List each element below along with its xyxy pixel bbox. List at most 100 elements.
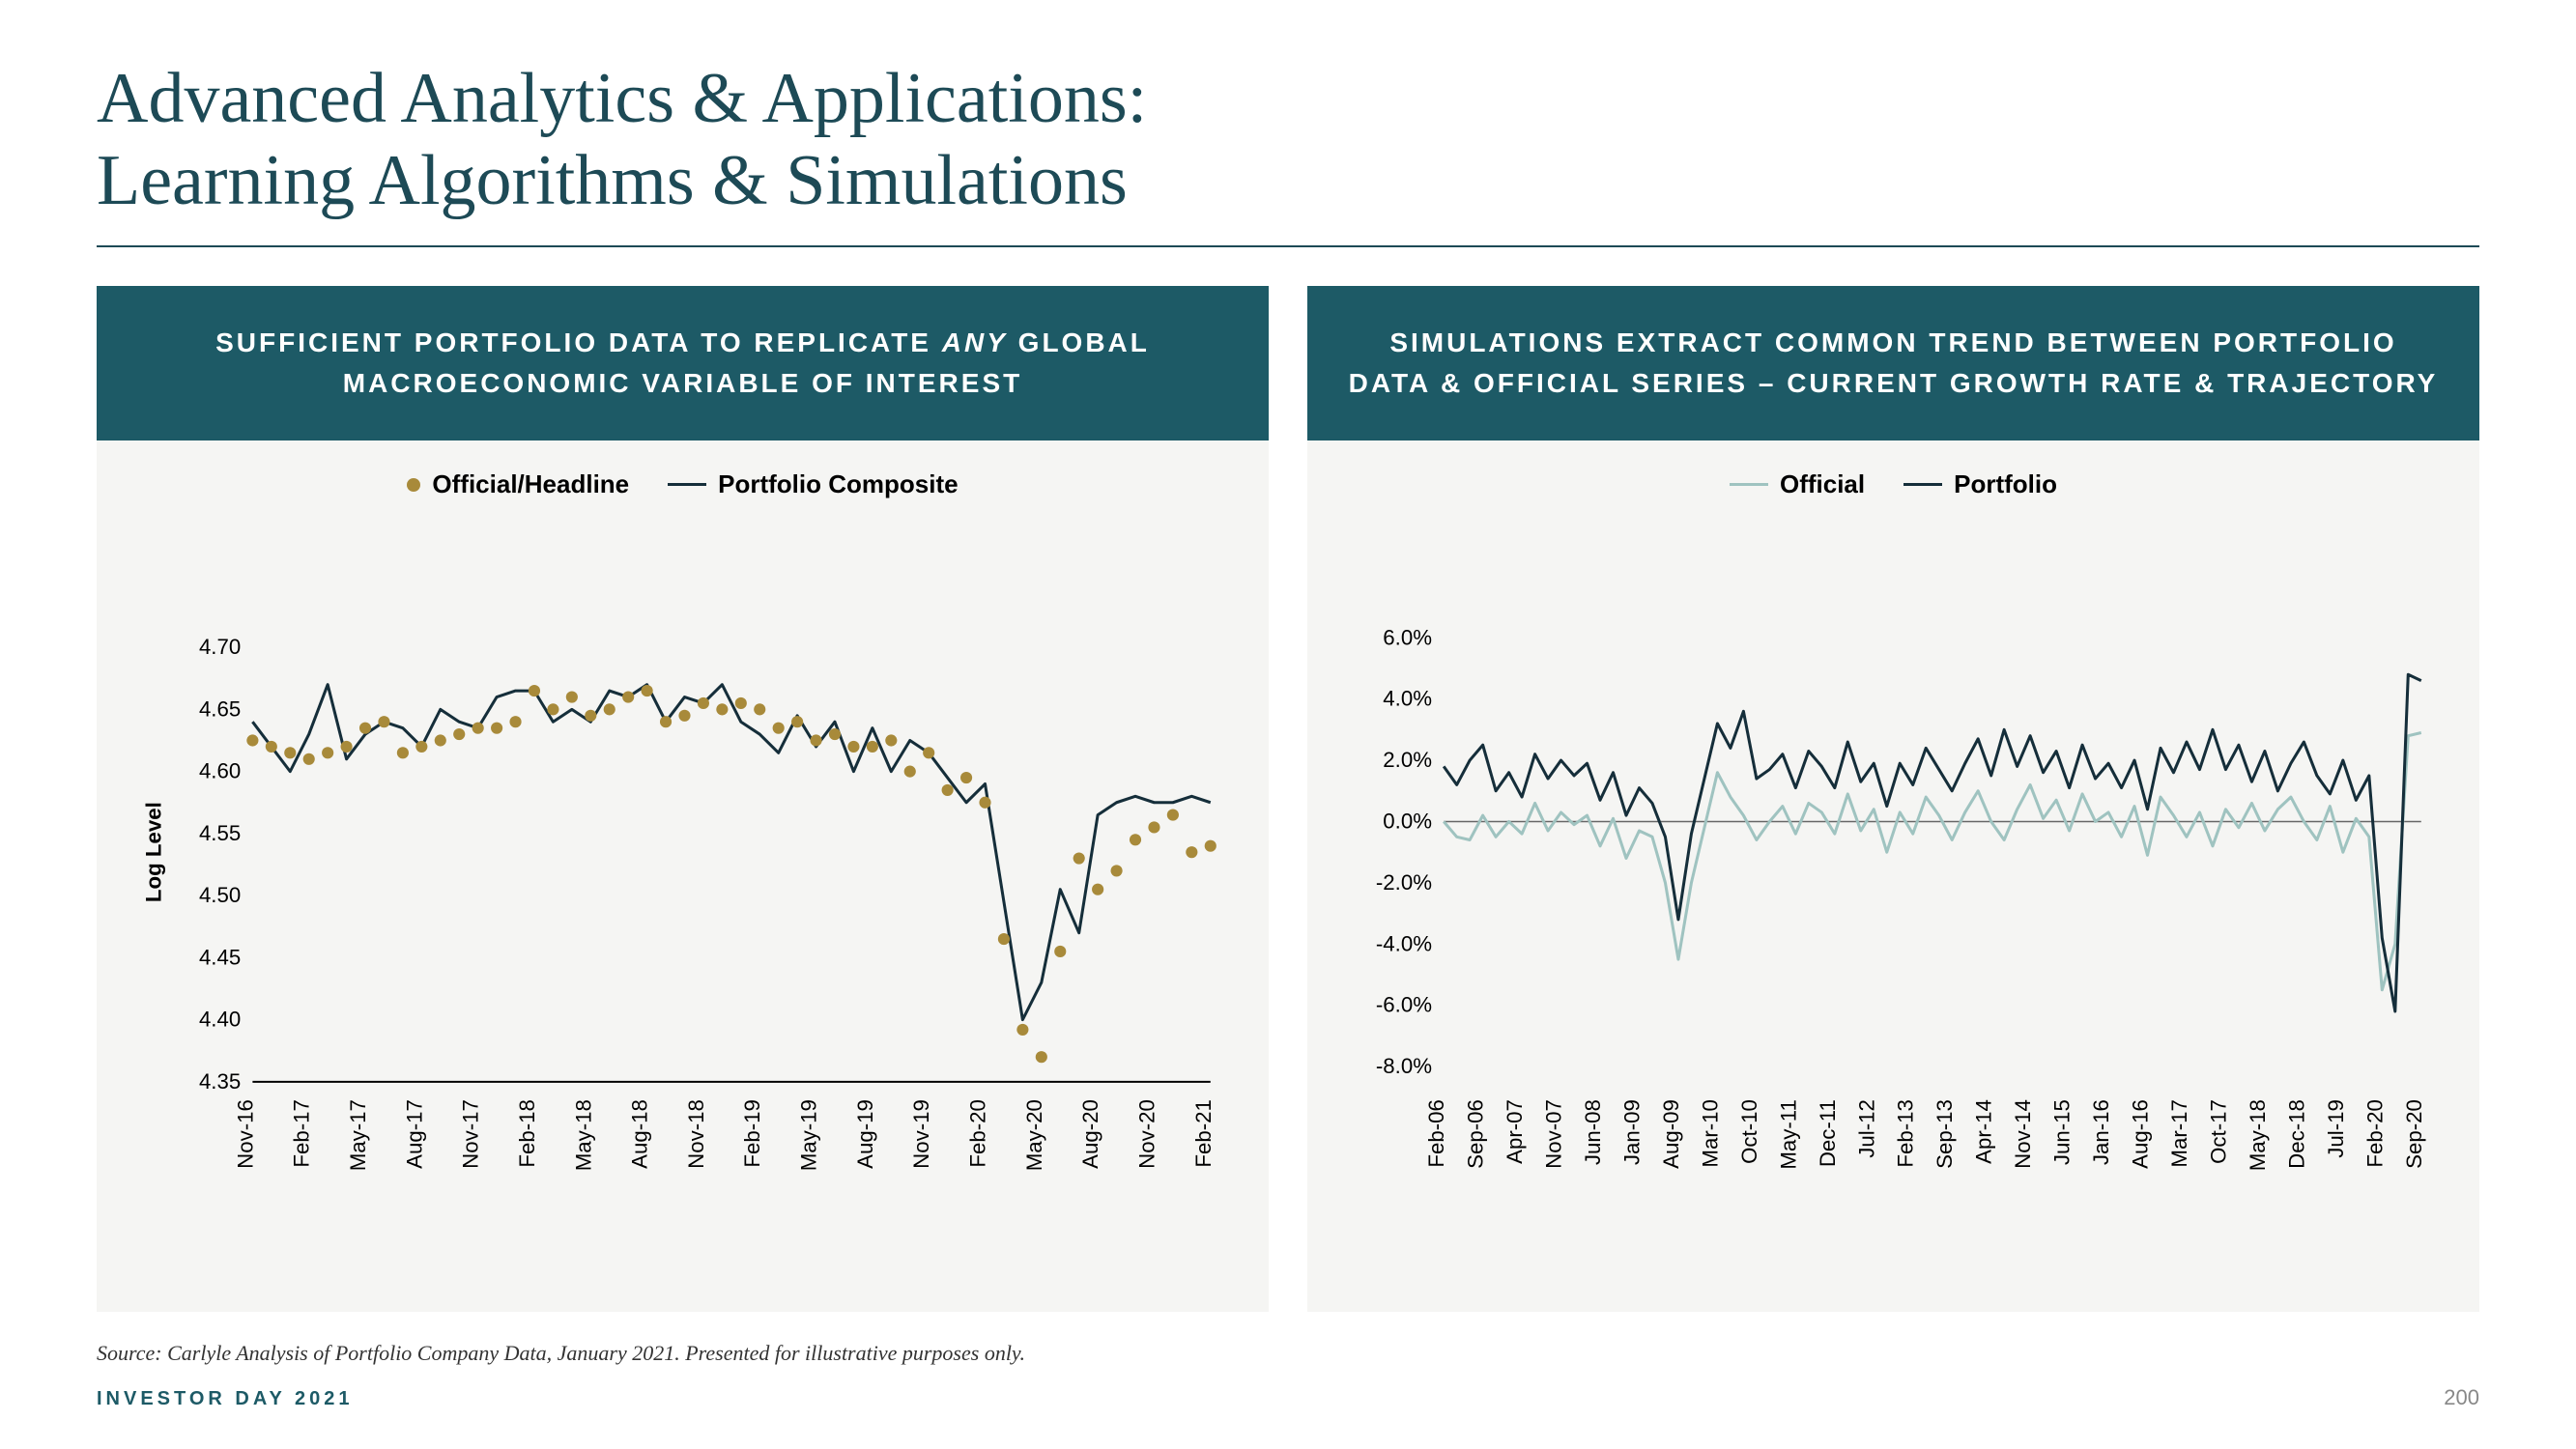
left-panel: SUFFICIENT PORTFOLIO DATA TO REPLICATE A… bbox=[97, 286, 1269, 1312]
official-headline-point bbox=[284, 747, 296, 758]
xtick-label: Nov-20 bbox=[1134, 1099, 1159, 1169]
xtick-label: Nov-16 bbox=[233, 1099, 257, 1169]
left-chart: 4.354.404.454.504.554.604.654.70Log Leve… bbox=[135, 509, 1230, 1322]
xtick-label: Aug-17 bbox=[402, 1099, 426, 1169]
right-panel-header: SIMULATIONS EXTRACT COMMON TREND BETWEEN… bbox=[1307, 286, 2479, 440]
official-headline-point bbox=[904, 766, 916, 778]
ytick-label: -4.0% bbox=[1376, 932, 1432, 956]
xtick-label: Nov-18 bbox=[684, 1099, 708, 1169]
xtick-label: Oct-10 bbox=[1737, 1099, 1761, 1164]
xtick-label: Dec-11 bbox=[1816, 1099, 1840, 1167]
official-headline-point bbox=[735, 697, 747, 709]
xtick-label: Feb-21 bbox=[1191, 1099, 1216, 1168]
xtick-label: Jun-08 bbox=[1581, 1099, 1605, 1165]
page-title: Advanced Analytics & Applications: Learn… bbox=[97, 58, 2479, 222]
xtick-label: Mar-10 bbox=[1698, 1099, 1722, 1167]
legend-label: Official/Headline bbox=[432, 469, 629, 499]
xtick-label: May-17 bbox=[346, 1099, 370, 1171]
xtick-label: May-11 bbox=[1776, 1099, 1800, 1170]
official-headline-point bbox=[397, 747, 409, 758]
official-headline-point bbox=[378, 716, 389, 727]
official-headline-point bbox=[1167, 810, 1179, 821]
official-headline-point bbox=[604, 703, 615, 715]
title-line-2: Learning Algorithms & Simulations bbox=[97, 141, 1128, 220]
official-headline-point bbox=[415, 741, 427, 753]
xtick-label: Aug-20 bbox=[1078, 1099, 1102, 1169]
ytick-label: 4.65 bbox=[199, 697, 241, 722]
xtick-label: Feb-19 bbox=[740, 1099, 764, 1168]
official-headline-point bbox=[266, 741, 277, 753]
official-headline-point bbox=[979, 797, 990, 809]
ytick-label: 4.45 bbox=[199, 946, 241, 970]
official-headline-point bbox=[885, 735, 897, 747]
official-headline-point bbox=[529, 685, 540, 696]
footer-left: INVESTOR DAY 2021 bbox=[97, 1388, 354, 1410]
y-axis-label: Log Level bbox=[141, 802, 165, 902]
official-headline-point bbox=[566, 692, 578, 703]
panels-row: SUFFICIENT PORTFOLIO DATA TO REPLICATE A… bbox=[97, 286, 2479, 1312]
xtick-label: Mar-17 bbox=[2167, 1099, 2191, 1167]
xtick-label: Feb-18 bbox=[515, 1099, 539, 1168]
xtick-label: Aug-16 bbox=[2129, 1099, 2153, 1169]
xtick-label: Sep-20 bbox=[2402, 1099, 2426, 1169]
xtick-label: Feb-13 bbox=[1894, 1099, 1918, 1168]
legend-label: Official bbox=[1780, 469, 1865, 499]
official-headline-point bbox=[810, 735, 821, 747]
official-headline-point bbox=[923, 747, 934, 758]
ytick-label: 4.35 bbox=[199, 1069, 241, 1094]
xtick-label: Jan-09 bbox=[1619, 1099, 1644, 1165]
xtick-label: Aug-19 bbox=[853, 1099, 877, 1169]
ytick-label: 0.0% bbox=[1383, 810, 1432, 834]
official-headline-point bbox=[847, 741, 859, 753]
portfolio-composite-line bbox=[252, 685, 1210, 1020]
source-note: Source: Carlyle Analysis of Portfolio Co… bbox=[97, 1341, 2479, 1366]
page-number: 200 bbox=[2444, 1385, 2479, 1410]
xtick-label: Feb-20 bbox=[966, 1099, 990, 1168]
xtick-label: Apr-07 bbox=[1503, 1099, 1527, 1164]
official-headline-point bbox=[1186, 846, 1197, 858]
xtick-label: Nov-17 bbox=[459, 1099, 483, 1169]
ytick-label: 4.50 bbox=[199, 883, 241, 907]
legend-line-icon bbox=[1903, 483, 1942, 486]
left-panel-header: SUFFICIENT PORTFOLIO DATA TO REPLICATE A… bbox=[97, 286, 1269, 440]
official-headline-point bbox=[1073, 853, 1085, 865]
official-headline-point bbox=[1148, 822, 1159, 834]
ytick-label: 4.0% bbox=[1383, 687, 1432, 711]
official-headline-point bbox=[547, 703, 558, 715]
xtick-label: Feb-20 bbox=[2362, 1099, 2387, 1168]
right-panel: SIMULATIONS EXTRACT COMMON TREND BETWEEN… bbox=[1307, 286, 2479, 1312]
official-headline-point bbox=[1054, 946, 1066, 957]
xtick-label: Jan-16 bbox=[2089, 1099, 2113, 1165]
official-headline-point bbox=[585, 710, 596, 722]
official-headline-point bbox=[1092, 884, 1103, 895]
xtick-label: Jun-15 bbox=[2050, 1099, 2075, 1165]
official-headline-point bbox=[942, 784, 954, 796]
ytick-label: 4.60 bbox=[199, 759, 241, 783]
official-headline-point bbox=[1036, 1051, 1047, 1063]
legend-line-icon bbox=[1730, 483, 1768, 486]
xtick-label: Feb-06 bbox=[1424, 1099, 1448, 1168]
official-headline-point bbox=[359, 723, 371, 734]
official-headline-point bbox=[246, 735, 258, 747]
official-headline-point bbox=[491, 723, 502, 734]
xtick-label: Jul-12 bbox=[1854, 1099, 1878, 1158]
legend-item: Portfolio bbox=[1903, 469, 2057, 499]
legend-label: Portfolio Composite bbox=[718, 469, 958, 499]
official-headline-point bbox=[435, 735, 446, 747]
xtick-label: Feb-17 bbox=[290, 1099, 314, 1168]
official-headline-point bbox=[509, 716, 521, 727]
official-headline-point bbox=[998, 933, 1010, 945]
ytick-label: 4.55 bbox=[199, 821, 241, 845]
xtick-label: Sep-06 bbox=[1464, 1099, 1488, 1169]
official-headline-point bbox=[867, 741, 878, 753]
right-legend: Official Portfolio bbox=[1346, 469, 2441, 499]
footer: INVESTOR DAY 2021 200 bbox=[97, 1385, 2479, 1410]
right-panel-header-text: SIMULATIONS EXTRACT COMMON TREND BETWEEN… bbox=[1346, 323, 2441, 404]
official-headline-point bbox=[829, 728, 841, 740]
left-legend: Official/Headline Portfolio Composite bbox=[135, 469, 1230, 499]
xtick-label: May-18 bbox=[2246, 1099, 2270, 1171]
official-headline-point bbox=[773, 723, 785, 734]
right-panel-body: OfficialPortfolio -8.0%-6.0%-4.0%-2.0%0.… bbox=[1307, 440, 2479, 1312]
official-headline-point bbox=[960, 772, 972, 783]
official-headline-point bbox=[1130, 834, 1141, 845]
